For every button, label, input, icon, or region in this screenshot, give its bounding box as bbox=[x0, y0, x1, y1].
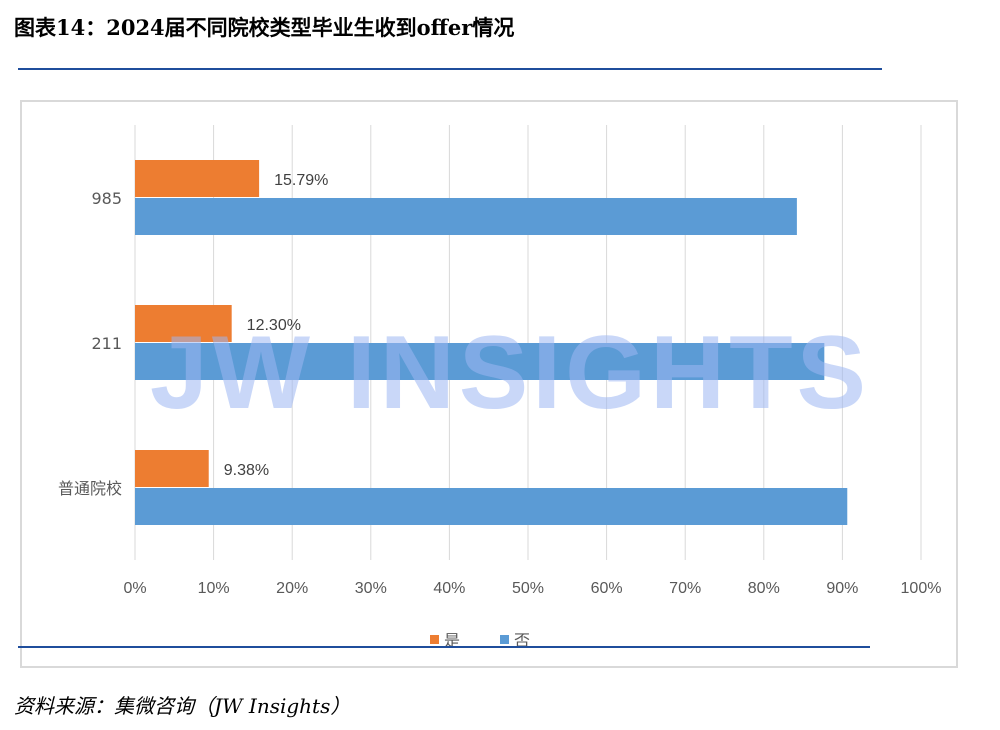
bar-yes bbox=[135, 305, 232, 342]
bar-no bbox=[135, 343, 825, 380]
x-tick-label: 30% bbox=[355, 580, 387, 597]
legend-swatch-yes bbox=[430, 635, 439, 644]
x-tick-label: 70% bbox=[669, 580, 701, 597]
x-tick-label: 100% bbox=[901, 580, 942, 597]
chart-frame bbox=[20, 100, 958, 668]
bar-yes bbox=[135, 450, 209, 487]
category-label: 211 bbox=[91, 334, 122, 353]
page-title: 图表14：2024届不同院校类型毕业生收到offer情况 bbox=[14, 15, 515, 40]
watermark: JW INSIGHTS bbox=[150, 315, 870, 431]
legend-label: 否 bbox=[514, 631, 530, 650]
x-tick-label: 20% bbox=[276, 580, 308, 597]
x-tick-label: 80% bbox=[748, 580, 780, 597]
x-tick-label: 60% bbox=[591, 580, 623, 597]
bar-yes bbox=[135, 160, 260, 197]
bars bbox=[135, 160, 848, 525]
category-label: 普通院校 bbox=[58, 479, 122, 498]
bar-no bbox=[135, 488, 848, 525]
x-tick-label: 10% bbox=[198, 580, 230, 597]
data-label: 9.38% bbox=[224, 462, 269, 479]
bar-no bbox=[135, 198, 797, 235]
bottom-rule bbox=[18, 646, 870, 648]
gridlines bbox=[134, 125, 922, 560]
data-labels: 15.79% 12.30% 9.38% bbox=[224, 172, 329, 479]
legend-swatch-no bbox=[500, 635, 509, 644]
x-tick-label: 50% bbox=[512, 580, 544, 597]
x-tick-label: 40% bbox=[433, 580, 465, 597]
category-labels: 985 211 普通院校 bbox=[58, 189, 122, 498]
data-label: 15.79% bbox=[274, 172, 328, 189]
data-label: 12.30% bbox=[247, 317, 301, 334]
x-tick-label: 0% bbox=[123, 580, 146, 597]
top-rule bbox=[18, 68, 882, 70]
source-note: 资料来源：集微咨询（JW Insights） bbox=[14, 694, 351, 718]
x-axis-ticks: 0% 10% 20% 30% 40% 50% 60% 70% 80% 90% 100% bbox=[123, 580, 941, 597]
category-label: 985 bbox=[91, 189, 122, 208]
x-tick-label: 90% bbox=[826, 580, 858, 597]
legend-label: 是 bbox=[444, 631, 460, 650]
legend: 是否 bbox=[430, 631, 530, 650]
